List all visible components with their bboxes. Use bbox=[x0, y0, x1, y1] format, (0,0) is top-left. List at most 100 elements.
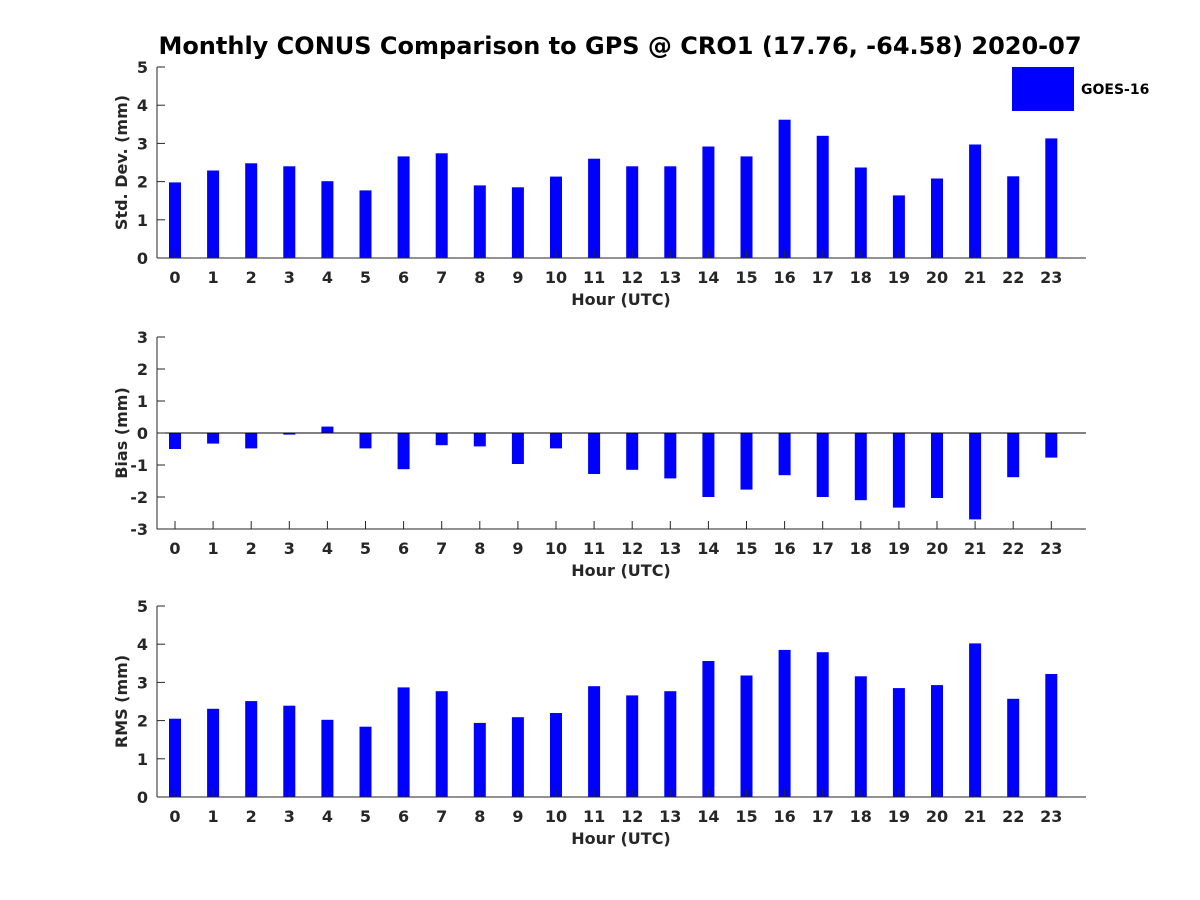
x-tick-label: 19 bbox=[888, 539, 910, 558]
x-tick-label: 23 bbox=[1040, 539, 1062, 558]
bar-hour-6 bbox=[397, 433, 410, 470]
legend: GOES-16 bbox=[1012, 67, 1149, 111]
y-tick-label: 3 bbox=[137, 134, 148, 153]
x-tick-label: 13 bbox=[659, 807, 681, 826]
x-tick-label: 16 bbox=[773, 807, 795, 826]
y-tick-label: 5 bbox=[137, 58, 148, 77]
legend-swatch bbox=[1012, 67, 1074, 111]
x-tick-label: 2 bbox=[246, 268, 257, 287]
x-tick-label: 11 bbox=[583, 268, 605, 287]
bar-hour-3 bbox=[283, 705, 296, 797]
bar-hour-21 bbox=[969, 144, 982, 258]
x-tick-label: 19 bbox=[888, 807, 910, 826]
bar-hour-19 bbox=[892, 433, 905, 508]
x-tick-label: 5 bbox=[360, 807, 371, 826]
x-tick-label: 9 bbox=[512, 268, 523, 287]
bar-hour-16 bbox=[778, 119, 791, 258]
bar-hour-17 bbox=[816, 433, 829, 497]
bar-hour-12 bbox=[626, 166, 639, 258]
x-tick-label: 5 bbox=[360, 268, 371, 287]
bar-hour-10 bbox=[550, 713, 562, 797]
bar-hour-22 bbox=[1007, 176, 1020, 258]
y-tick-label: 1 bbox=[137, 211, 148, 230]
x-tick-label: 3 bbox=[284, 539, 295, 558]
x-tick-label: 14 bbox=[697, 807, 719, 826]
bar-hour-10 bbox=[550, 176, 562, 258]
x-tick-label: 23 bbox=[1040, 807, 1062, 826]
x-tick-label: 14 bbox=[697, 539, 719, 558]
bar-hour-11 bbox=[588, 433, 601, 474]
bar-hour-11 bbox=[588, 686, 601, 797]
bar-hour-3 bbox=[283, 166, 296, 258]
bar-hour-22 bbox=[1007, 698, 1020, 797]
x-axis-label: Hour (UTC) bbox=[571, 290, 671, 309]
bar-hour-3 bbox=[283, 433, 296, 435]
x-tick-label: 7 bbox=[436, 268, 447, 287]
x-tick-label: 12 bbox=[621, 539, 643, 558]
x-tick-label: 3 bbox=[284, 807, 295, 826]
y-tick-label: -3 bbox=[130, 520, 148, 539]
bar-hour-0 bbox=[169, 433, 181, 449]
x-tick-label: 15 bbox=[735, 807, 757, 826]
bar-hour-8 bbox=[473, 433, 486, 447]
x-tick-label: 10 bbox=[545, 807, 567, 826]
x-tick-label: 21 bbox=[964, 807, 986, 826]
x-tick-label: 13 bbox=[659, 268, 681, 287]
x-tick-label: 18 bbox=[850, 807, 872, 826]
x-tick-label: 23 bbox=[1040, 268, 1062, 287]
bar-hour-2 bbox=[245, 433, 258, 449]
x-tick-label: 19 bbox=[888, 268, 910, 287]
bar-hour-4 bbox=[321, 719, 334, 797]
x-tick-label: 0 bbox=[169, 268, 180, 287]
bar-hour-20 bbox=[931, 685, 943, 797]
x-tick-label: 16 bbox=[773, 268, 795, 287]
x-tick-label: 8 bbox=[474, 268, 485, 287]
bar-hour-6 bbox=[397, 156, 410, 258]
y-tick-label: -1 bbox=[130, 456, 148, 475]
y-tick-label: 1 bbox=[137, 750, 148, 769]
bar-hour-9 bbox=[511, 433, 524, 464]
bar-hour-1 bbox=[207, 433, 220, 444]
bar-hour-12 bbox=[626, 695, 639, 797]
bar-hour-18 bbox=[854, 433, 867, 501]
x-tick-label: 15 bbox=[735, 268, 757, 287]
bar-hour-0 bbox=[169, 718, 181, 797]
bar-hour-11 bbox=[588, 158, 601, 258]
x-tick-label: 17 bbox=[812, 268, 834, 287]
x-tick-label: 4 bbox=[322, 268, 333, 287]
y-axis-label: RMS (mm) bbox=[112, 655, 131, 748]
x-tick-label: 1 bbox=[208, 807, 219, 826]
bar-hour-16 bbox=[778, 649, 791, 797]
x-tick-label: 9 bbox=[512, 539, 523, 558]
bar-hour-1 bbox=[207, 708, 220, 797]
bar-hour-20 bbox=[931, 433, 943, 498]
bar-hour-5 bbox=[359, 433, 372, 449]
bar-hour-7 bbox=[435, 433, 448, 446]
bar-hour-2 bbox=[245, 701, 258, 797]
bar-hour-2 bbox=[245, 163, 258, 258]
bar-hour-19 bbox=[892, 688, 905, 797]
bar-hour-17 bbox=[816, 652, 829, 797]
x-axis-label: Hour (UTC) bbox=[571, 561, 671, 580]
y-tick-label: 2 bbox=[137, 360, 148, 379]
x-tick-label: 2 bbox=[246, 539, 257, 558]
bar-hour-7 bbox=[435, 153, 448, 258]
y-tick-label: 0 bbox=[137, 788, 148, 807]
x-tick-label: 10 bbox=[545, 539, 567, 558]
chart-title: Monthly CONUS Comparison to GPS @ CRO1 (… bbox=[158, 32, 1081, 60]
y-axis-label: Std. Dev. (mm) bbox=[112, 95, 131, 230]
bar-hour-23 bbox=[1045, 138, 1058, 258]
bar-hour-23 bbox=[1045, 674, 1058, 797]
bar-hour-9 bbox=[511, 717, 524, 797]
x-tick-label: 9 bbox=[512, 807, 523, 826]
x-tick-label: 1 bbox=[208, 539, 219, 558]
y-tick-label: 3 bbox=[137, 328, 148, 347]
x-tick-label: 20 bbox=[926, 268, 948, 287]
y-tick-label: 0 bbox=[137, 424, 148, 443]
bar-hour-19 bbox=[892, 195, 905, 258]
x-tick-label: 22 bbox=[1002, 268, 1024, 287]
y-axis-label: Bias (mm) bbox=[112, 387, 131, 479]
x-tick-label: 7 bbox=[436, 807, 447, 826]
